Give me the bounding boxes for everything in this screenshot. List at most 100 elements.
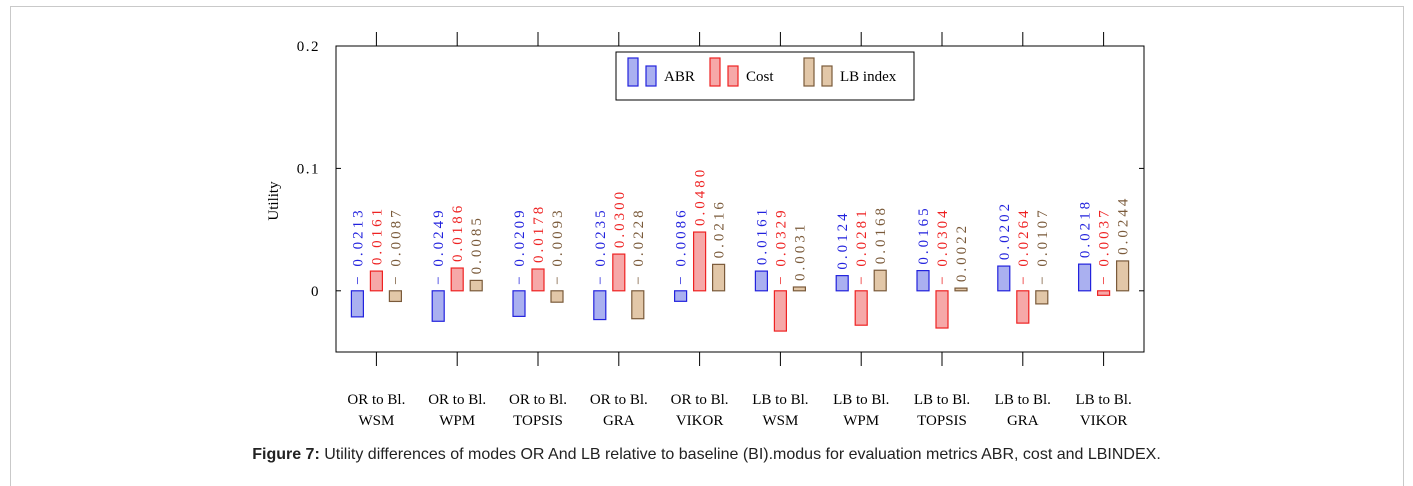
bar-value-label: − 0.0264 <box>1016 207 1032 284</box>
bar-value-label: − 0.0304 <box>935 207 951 284</box>
x-category-label: TOPSIS <box>917 413 967 429</box>
bar-cost <box>692 231 707 292</box>
bar-value-label: 0.0165 <box>916 205 932 264</box>
bar-lb-index <box>1115 260 1130 292</box>
chart-legend: ABR Cost LB index <box>615 51 915 101</box>
bar-cost <box>1096 290 1111 296</box>
bar-cost <box>773 290 788 332</box>
bar-value-label: 0.0218 <box>1078 199 1094 258</box>
y-tick-label: 0 <box>311 284 320 300</box>
x-category-label: VIKOR <box>676 413 724 429</box>
bar-abr <box>916 270 930 292</box>
bar-value-label: − 0.0329 <box>773 207 789 284</box>
bar-lb-index <box>711 263 726 292</box>
bar-value-label: 0.0022 <box>954 223 970 282</box>
bar-abr <box>512 290 526 317</box>
bar-value-label: 0.0085 <box>469 215 485 274</box>
bar-lb-index <box>954 287 968 292</box>
bar-value-label: − 0.0093 <box>550 207 566 284</box>
bar-abr <box>431 290 445 322</box>
legend-swatch-large <box>709 57 721 87</box>
bar-abr <box>673 290 688 302</box>
bar-lb-index <box>631 290 645 320</box>
bar-value-label: − 0.0107 <box>1035 207 1051 284</box>
caption-label: Figure 7: <box>252 446 320 463</box>
x-category-label: OR to Bl. <box>590 392 648 408</box>
y-tick-label: 0.1 <box>297 161 320 177</box>
bar-cost <box>1016 290 1030 324</box>
bar-cost <box>531 268 545 292</box>
chart-data-labels: − 0.0213 − 0.0249 − 0.0209 − 0.0235 − 0.0086… <box>350 167 1131 285</box>
x-category-label: LB to Bl. <box>833 392 889 408</box>
bar-abr <box>1077 263 1092 292</box>
bar-value-label: 0.0186 <box>450 203 466 262</box>
bar-value-label: 0.0124 <box>835 210 851 269</box>
bar-abr <box>835 275 849 292</box>
bar-value-label: − 0.0249 <box>431 207 447 284</box>
bar-value-label: 0.0202 <box>997 201 1013 260</box>
x-category-label: VIKOR <box>1080 413 1128 429</box>
legend-swatch-small <box>821 65 833 87</box>
plot-area-border <box>335 45 1145 353</box>
figure-caption: Figure 7: Utility differences of modes O… <box>0 446 1413 464</box>
bar-value-label: − 0.0037 <box>1097 207 1113 284</box>
x-category-label: LB to Bl. <box>995 392 1051 408</box>
legend-swatch-small <box>645 65 657 87</box>
legend-swatch-large <box>627 57 639 87</box>
x-category-label: OR to Bl. <box>671 392 729 408</box>
bar-lb-index <box>550 290 564 303</box>
chart-axes: 0.2 0.1 0 Utility <box>266 32 1145 366</box>
bar-value-label: 0.0161 <box>369 206 385 265</box>
legend-swatch-large <box>803 57 815 87</box>
bar-value-label: − 0.0209 <box>512 207 528 284</box>
bar-lb-index <box>1035 290 1049 305</box>
legend-label: LB index <box>840 69 897 85</box>
bar-cost <box>854 290 868 326</box>
bar-abr <box>593 290 607 321</box>
bar-value-label: 0.0161 <box>754 206 770 265</box>
bar-cost <box>369 270 383 292</box>
chart-x-tick-labels: OR to Bl. WSM OR to Bl. WPM OR to Bl. TOPSIS O… <box>347 392 1131 429</box>
bar-value-label: − 0.0281 <box>854 207 870 284</box>
x-category-label: LB to Bl. <box>752 392 808 408</box>
bar-value-label: − 0.0213 <box>350 207 366 284</box>
bar-lb-index <box>873 269 887 292</box>
bar-cost <box>935 290 949 329</box>
bar-lb-index <box>469 279 483 292</box>
x-category-label: GRA <box>603 413 635 429</box>
bar-lb-index <box>388 290 402 303</box>
bar-value-label: 0.0216 <box>712 199 728 258</box>
y-tick-label: 0.2 <box>297 39 320 55</box>
chart-bars <box>350 231 1130 332</box>
bar-value-label: 0.0300 <box>612 189 628 248</box>
bar-value-label: 0.0031 <box>792 222 808 281</box>
bar-abr <box>997 265 1011 292</box>
legend-swatch-small <box>727 65 739 87</box>
bar-value-label: − 0.0086 <box>674 207 690 284</box>
legend-box <box>615 51 915 101</box>
legend-label: ABR <box>664 69 695 85</box>
x-category-label: GRA <box>1007 413 1039 429</box>
bar-lb-index <box>792 286 807 292</box>
x-category-label: OR to Bl. <box>347 392 405 408</box>
bar-value-label: − 0.0228 <box>631 207 647 284</box>
legend-label: Cost <box>746 69 774 85</box>
x-category-label: WSM <box>762 413 798 429</box>
x-category-label: WPM <box>439 413 475 429</box>
bar-value-label: 0.0480 <box>693 167 709 226</box>
caption-text: Utility differences of modes OR And LB r… <box>324 446 1161 463</box>
bar-abr <box>350 290 364 318</box>
bar-value-label: 0.0178 <box>531 204 547 263</box>
x-category-label: LB to Bl. <box>1075 392 1131 408</box>
x-category-label: TOPSIS <box>513 413 563 429</box>
bar-value-label: − 0.0087 <box>388 207 404 284</box>
bar-abr <box>754 270 769 292</box>
x-category-label: WPM <box>843 413 879 429</box>
bar-cost <box>612 253 626 292</box>
bar-cost <box>450 267 464 292</box>
figure-frame <box>10 6 1404 486</box>
x-category-label: LB to Bl. <box>914 392 970 408</box>
bar-value-label: 0.0244 <box>1116 196 1132 255</box>
bar-value-label: 0.0168 <box>873 205 889 264</box>
